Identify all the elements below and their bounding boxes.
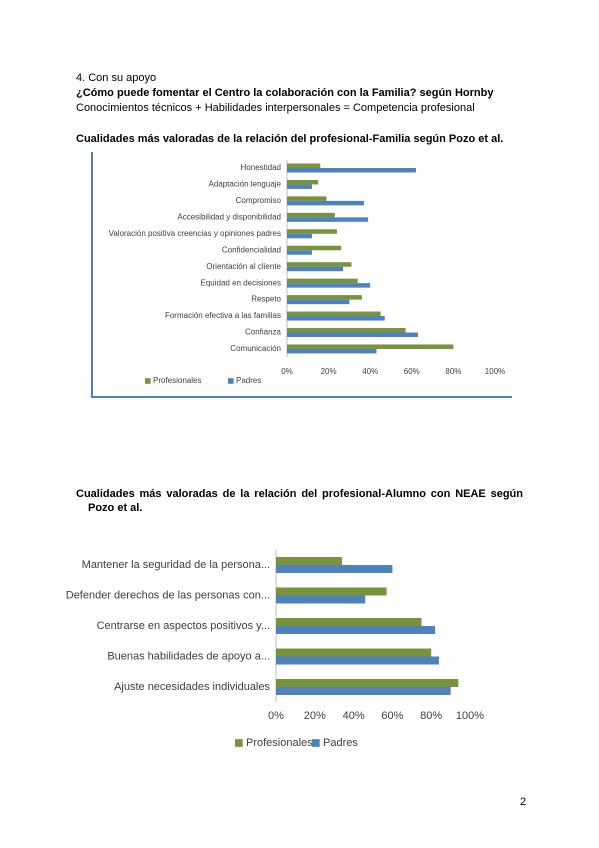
category-label: Confianza bbox=[245, 328, 282, 337]
category-label: Honestidad bbox=[241, 163, 281, 172]
category-label: Formación efectiva a las familias bbox=[165, 311, 281, 320]
legend-swatch bbox=[235, 739, 243, 747]
x-tick-label: 0% bbox=[281, 367, 293, 376]
bar bbox=[287, 295, 362, 300]
formula: Conocimientos técnicos + Habilidades int… bbox=[76, 102, 475, 114]
bar bbox=[276, 687, 451, 695]
bar bbox=[287, 332, 419, 337]
category-label: Adaptación lenguaje bbox=[208, 180, 281, 189]
section: 4. Con su apoyo bbox=[76, 72, 157, 84]
legend-swatch bbox=[228, 378, 234, 384]
bar bbox=[287, 262, 352, 267]
category-label: Mantener la seguridad de la persona... bbox=[82, 559, 270, 571]
x-tick-label: 80% bbox=[445, 367, 461, 376]
category-label: Accesibilidad y disponibilidad bbox=[177, 212, 281, 221]
legend-swatch bbox=[312, 739, 320, 747]
bar bbox=[287, 163, 321, 168]
x-tick-label: 100% bbox=[485, 367, 505, 376]
bar bbox=[276, 587, 387, 596]
bar bbox=[287, 328, 406, 333]
bar bbox=[287, 311, 381, 317]
category-label: Defender derechos de las personas con... bbox=[66, 589, 270, 601]
legend-label: Padres bbox=[323, 737, 358, 749]
bar bbox=[287, 229, 337, 234]
category-label: Orientación al cliente bbox=[206, 262, 281, 271]
x-tick-label: 60% bbox=[381, 710, 403, 722]
bar bbox=[287, 266, 344, 272]
category-label: Valoración positiva creencias y opinione… bbox=[109, 229, 281, 238]
bar bbox=[276, 679, 459, 687]
page-number: 2 bbox=[520, 796, 527, 808]
category-label: Equidad en decisiones bbox=[200, 278, 281, 287]
question: ¿Cómo puede fomentar el Centro la colabo… bbox=[76, 87, 494, 99]
category-label: Comunicación bbox=[230, 344, 281, 353]
bar bbox=[287, 283, 371, 288]
bar bbox=[287, 278, 358, 284]
legend-label: Profesionales bbox=[153, 376, 201, 385]
category-label: Ajuste necesidades individuales bbox=[114, 681, 270, 693]
heading: Cualidades más valoradas de la relación … bbox=[76, 133, 504, 145]
x-tick-label: 40% bbox=[343, 710, 365, 722]
bar bbox=[287, 344, 454, 349]
bar bbox=[287, 316, 385, 321]
bar bbox=[287, 168, 416, 173]
bar bbox=[276, 557, 342, 565]
bar bbox=[287, 179, 319, 185]
bar bbox=[287, 233, 312, 239]
bar bbox=[276, 648, 432, 657]
x-tick-label: 0% bbox=[268, 710, 284, 722]
bar bbox=[276, 618, 422, 626]
legend-label: Profesionales bbox=[246, 737, 313, 749]
bar bbox=[276, 565, 393, 573]
x-tick-label: 80% bbox=[420, 710, 442, 722]
x-tick-label: 20% bbox=[304, 710, 326, 722]
heading: Cualidades más valoradas de la relación … bbox=[76, 488, 523, 514]
bar bbox=[287, 245, 342, 251]
category-label: Confidencialidad bbox=[222, 245, 281, 254]
category-label: Compromiso bbox=[236, 196, 282, 205]
bar bbox=[287, 196, 327, 201]
x-tick-label: 40% bbox=[362, 367, 378, 376]
bar bbox=[287, 212, 335, 218]
bar bbox=[276, 626, 436, 634]
bar bbox=[287, 250, 312, 255]
bar bbox=[287, 217, 369, 222]
bar bbox=[276, 595, 366, 604]
category-label: Respeto bbox=[251, 295, 281, 304]
category-label: Centrarse en aspectos positivos y... bbox=[97, 620, 270, 632]
x-tick-label: 60% bbox=[404, 367, 420, 376]
bar bbox=[287, 200, 364, 206]
bar bbox=[287, 348, 377, 354]
bar bbox=[276, 656, 439, 665]
x-tick-label: 20% bbox=[321, 367, 337, 376]
bar bbox=[287, 299, 350, 305]
bar bbox=[287, 184, 312, 189]
legend-swatch bbox=[145, 378, 151, 384]
legend-label: Padres bbox=[236, 376, 261, 385]
category-label: Buenas habilidades de apoyo a... bbox=[107, 650, 270, 662]
x-tick-label: 100% bbox=[456, 710, 484, 722]
